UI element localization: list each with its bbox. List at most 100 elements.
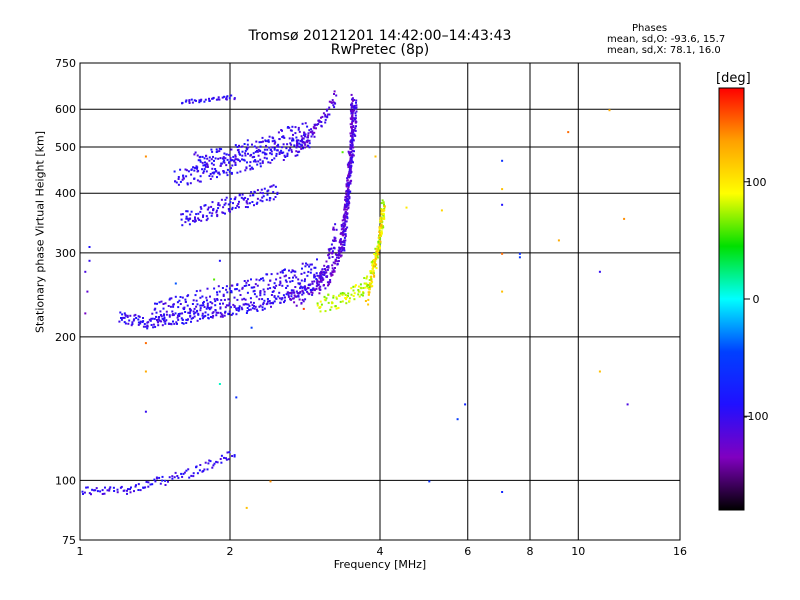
trace-point-f1-cusp	[304, 298, 307, 301]
trace-point-f1-cusp	[333, 247, 336, 250]
trace-point-f2-upper-b	[294, 132, 297, 135]
trace-point-e	[164, 479, 167, 482]
trace-point-f2-upper-b	[260, 141, 263, 144]
trace-point-f2-upper-a	[244, 169, 247, 172]
trace-point-f2-upper-a	[256, 163, 259, 166]
trace-point-f1	[290, 289, 293, 292]
trace-point-f2-mid-lower	[215, 209, 218, 212]
trace-point-f2-x	[352, 295, 355, 297]
trace-point-f2-o-outer	[348, 171, 351, 174]
scatter-point	[501, 290, 504, 293]
trace-point-f1-upper	[206, 287, 209, 290]
x-tick-label: 4	[377, 545, 384, 558]
trace-point-f1-cusp	[324, 268, 326, 270]
trace-point-f2-x	[345, 298, 347, 301]
trace-point-f2-upper-a	[263, 156, 266, 159]
trace-point-f2-o	[326, 275, 329, 278]
trace-point-f2-mid-lower	[185, 210, 188, 213]
trace-point-f2-x	[352, 289, 355, 292]
trace-point-e	[91, 488, 94, 491]
trace-point-f2-mid-lower	[274, 185, 277, 188]
trace-point-f2-mid-lower	[221, 211, 224, 214]
trace-point-f2-x-tail	[367, 293, 370, 296]
trace-point-f2-o	[343, 215, 346, 218]
trace-point-f2-top	[188, 100, 191, 103]
trace-point-f2-o	[346, 195, 348, 198]
trace-point-f1	[126, 314, 129, 317]
trace-point-f2-upper-b	[277, 131, 280, 134]
trace-point-e	[129, 488, 131, 491]
trace-point-f1-cusp	[300, 302, 303, 304]
trace-point-f1-upper	[285, 287, 288, 289]
trace-point-f2-upper-a	[298, 142, 301, 145]
trace-point-f2-x-tail	[378, 247, 381, 250]
trace-point-f1	[190, 320, 192, 323]
trace-point-f2-x	[372, 260, 374, 263]
y-tick-label: 100	[55, 474, 76, 487]
trace-point-e	[112, 486, 115, 489]
trace-point-f1-upper	[172, 305, 175, 308]
trace-point-f2-upper-a	[174, 180, 176, 183]
trace-point-f1-upper	[285, 274, 287, 277]
scatter-point	[218, 383, 221, 385]
trace-point-f1-upper	[279, 271, 282, 274]
trace-point-f2-upper-a	[198, 180, 201, 183]
trace-point-f2-mid-lower	[199, 206, 202, 209]
trace-point-f2-o-outer	[349, 170, 352, 173]
trace-point-f2-upper-b	[232, 155, 235, 158]
trace-point-f2-x-tail	[378, 234, 381, 236]
y-tick-label: 600	[55, 103, 76, 116]
trace-point-f1-cusp	[331, 250, 334, 253]
trace-point-f1-upper	[316, 258, 318, 261]
scatter-point	[174, 282, 177, 285]
trace-point-f2-upper-a	[186, 182, 189, 185]
trace-point-f1-upper	[221, 287, 224, 289]
trace-point-e	[198, 469, 201, 472]
trace-point-f2-upper-c	[333, 106, 336, 109]
trace-point-f2-upper-a	[244, 154, 247, 157]
trace-point-f1-upper	[214, 300, 217, 303]
trace-point-f2-mid-lower	[205, 215, 208, 218]
trace-point-f2-upper-a	[282, 151, 285, 154]
trace-point-f2-top	[184, 100, 187, 103]
trace-point-f2-x-tail	[379, 240, 382, 243]
trace-point-f1	[248, 305, 251, 307]
trace-point-f1-upper	[243, 280, 246, 282]
trace-point-f2-mid-lower	[227, 203, 230, 206]
trace-point-f1-cusp	[321, 276, 324, 279]
trace-point-f2-o-outer	[343, 240, 345, 243]
trace-point-f2-x	[379, 237, 382, 240]
trace-point-e	[188, 476, 191, 479]
trace-point-e	[144, 486, 147, 489]
trace-point-f1-upper	[301, 267, 303, 270]
scatter-point	[623, 217, 626, 220]
trace-point-f2-mid-lower	[186, 217, 189, 220]
trace-point-f2-upper-a	[234, 161, 237, 164]
trace-point-f1-upper	[206, 306, 209, 309]
trace-point-f2-upper-b	[199, 159, 202, 162]
trace-point-f2-o	[334, 253, 337, 256]
trace-point-f2-upper-a	[291, 139, 293, 142]
trace-point-f1-upper	[216, 291, 218, 294]
trace-point-f2-x	[381, 217, 383, 220]
trace-point-f1-upper	[227, 298, 230, 301]
trace-point-f2-o-outer	[354, 121, 357, 124]
scatter-point	[608, 109, 611, 112]
trace-point-f2-mid-lower	[268, 197, 271, 199]
trace-point-f1	[246, 307, 249, 309]
trace-point-f2-x	[382, 215, 385, 217]
trace-point-f1-upper	[245, 284, 248, 287]
trace-point-f2-x	[382, 226, 385, 229]
trace-point-f2-upper-b	[205, 154, 208, 157]
trace-point-e	[199, 464, 202, 466]
trace-point-f1-upper	[244, 298, 247, 301]
trace-point-f2-o-outer	[352, 161, 354, 164]
trace-point-f1	[230, 313, 233, 316]
trace-point-f2-mid-lower	[206, 208, 209, 211]
trace-point-f1	[238, 307, 240, 309]
trace-point-f1	[297, 295, 300, 298]
trace-point-f2-o	[319, 279, 322, 282]
trace-point-f1	[176, 316, 179, 319]
trace-point-f2-o	[349, 117, 352, 120]
trace-point-f1-upper	[220, 299, 223, 302]
